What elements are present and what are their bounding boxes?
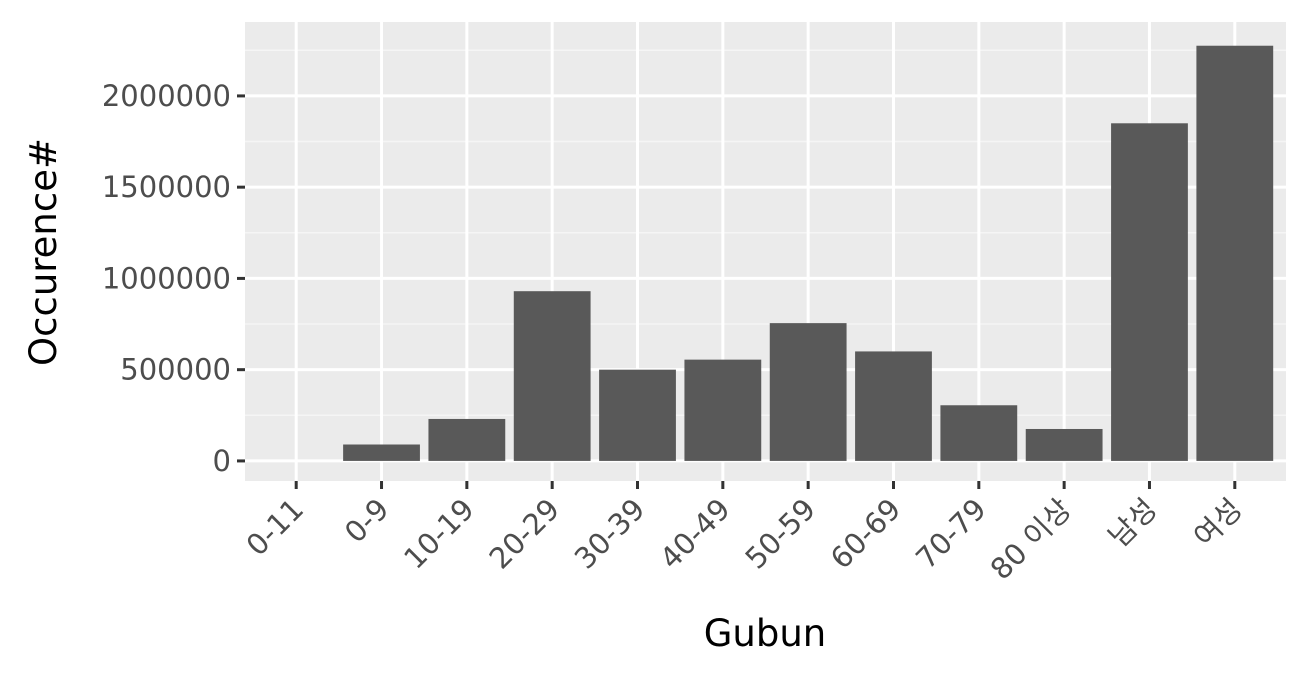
bar [599, 369, 676, 461]
bar [684, 359, 762, 461]
bars [343, 45, 1274, 461]
x-tick-label: 남성 [1102, 492, 1164, 554]
x-tick-label: 여성 [1187, 492, 1249, 554]
x-tick-label: 40-49 [653, 492, 737, 576]
x-tick-label: 30-39 [568, 492, 652, 576]
x-tick-label: 60-69 [824, 492, 908, 576]
bar [343, 444, 420, 461]
y-axis-ticks: 0 500000 1000000 1500000 2000000 [102, 79, 245, 478]
x-tick-label: 0-9 [338, 492, 396, 550]
bar [940, 405, 1018, 461]
bar [428, 418, 506, 461]
y-tick-label: 1500000 [102, 170, 231, 204]
x-tick-label: 0-11 [240, 492, 311, 563]
x-tick-label: 10-19 [397, 492, 481, 576]
bar [769, 323, 847, 461]
bar [855, 351, 932, 461]
bar [1196, 45, 1274, 461]
x-axis-title: Gubun [704, 612, 827, 655]
y-tick-label: 0 [213, 444, 231, 478]
y-tick-label: 1000000 [102, 261, 231, 295]
y-tick-label: 2000000 [102, 79, 231, 113]
bar [1025, 428, 1103, 461]
bar [1111, 123, 1188, 461]
x-tick-label: 20-29 [482, 492, 566, 576]
x-axis-ticks: 0-11 0-9 10-19 20-29 30-39 40-49 50-59 60-69 70-… [240, 481, 1249, 586]
bar [513, 291, 591, 461]
x-tick-label: 70-79 [909, 492, 993, 576]
x-tick-label: 50-59 [738, 492, 822, 576]
y-tick-label: 500000 [120, 353, 231, 387]
x-tick-label: 80 이상 [984, 492, 1078, 586]
y-axis-title: Occurence# [22, 138, 65, 366]
